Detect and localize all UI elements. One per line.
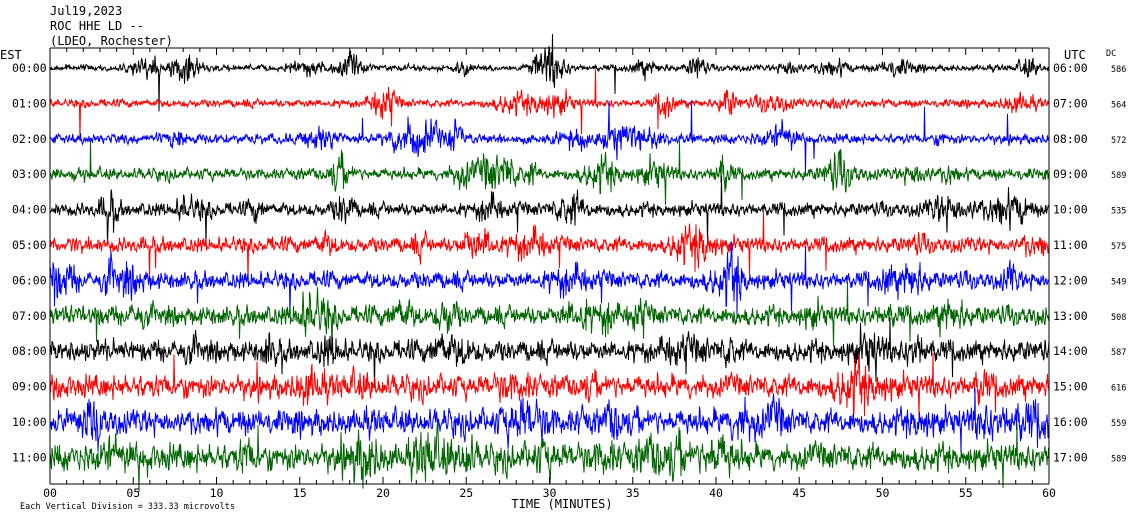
dc-label: 535 xyxy=(1111,207,1126,217)
left-axis-title: EST xyxy=(0,48,22,62)
est-label: 02:00 xyxy=(12,132,47,146)
dc-label: 589 xyxy=(1111,454,1126,464)
est-label: 00:00 xyxy=(12,61,47,75)
est-label: 11:00 xyxy=(12,450,47,464)
dc-label: 564 xyxy=(1111,100,1126,110)
trace-line xyxy=(49,69,1050,141)
dc-label: 549 xyxy=(1111,277,1126,287)
x-tick-label: 35 xyxy=(626,486,640,500)
utc-label: 07:00 xyxy=(1053,96,1088,110)
dc-label: 616 xyxy=(1111,384,1126,394)
seismogram-traces xyxy=(49,34,1050,493)
trace-line xyxy=(49,139,1050,205)
x-tick-label: 10 xyxy=(210,486,224,500)
header-location: (LDEO, Rochester) xyxy=(50,34,173,48)
right-axis-title: UTC xyxy=(1064,48,1086,62)
dc-label: 587 xyxy=(1111,348,1126,358)
trace-line xyxy=(49,317,1050,389)
est-label: 10:00 xyxy=(12,415,47,429)
x-tick-label: 20 xyxy=(376,486,390,500)
dc-label: 575 xyxy=(1111,242,1126,252)
est-label: 06:00 xyxy=(12,273,47,287)
dc-label: 586 xyxy=(1111,65,1126,75)
x-axis-label: TIME (MINUTES) xyxy=(511,497,612,511)
trace-line xyxy=(49,352,1050,418)
header-date: Jul19,2023 xyxy=(50,4,122,18)
x-tick-label: 30 xyxy=(543,486,557,500)
x-tick-label: 45 xyxy=(792,486,806,500)
est-label: 08:00 xyxy=(12,344,47,358)
est-label: 01:00 xyxy=(12,96,47,110)
trace-line xyxy=(49,241,1050,318)
trace-line xyxy=(49,211,1050,283)
trace-line xyxy=(49,100,1050,174)
est-label: 03:00 xyxy=(12,167,47,181)
utc-label: 15:00 xyxy=(1053,380,1088,394)
x-tick-label: 40 xyxy=(709,486,723,500)
dc-offset-labels: 586 564 572 589 535 575 549 508 587 616 559 589 xyxy=(1111,65,1126,464)
est-label: 04:00 xyxy=(12,203,47,217)
utc-label: 09:00 xyxy=(1053,167,1088,181)
x-tick-label: 55 xyxy=(959,486,973,500)
utc-label: 17:00 xyxy=(1053,450,1088,464)
dc-title: DC xyxy=(1106,49,1116,59)
dc-label: 559 xyxy=(1111,419,1126,429)
x-tick-label: 50 xyxy=(876,486,890,500)
scale-footer: Each Vertical Division = 333.33 microvol… xyxy=(20,502,235,512)
utc-label: 11:00 xyxy=(1053,238,1088,252)
trace-line xyxy=(49,34,1050,112)
x-tick-label: 25 xyxy=(459,486,473,500)
utc-hour-labels: 06:00 07:00 08:00 09:00 10:00 11:00 12:00 13:00… xyxy=(1053,61,1088,464)
utc-label: 14:00 xyxy=(1053,344,1088,358)
utc-label: 13:00 xyxy=(1053,309,1088,323)
dc-label: 572 xyxy=(1111,136,1126,146)
utc-label: 12:00 xyxy=(1053,273,1088,287)
trace-line xyxy=(49,281,1050,353)
est-label: 07:00 xyxy=(12,309,47,323)
utc-label: 10:00 xyxy=(1053,203,1088,217)
utc-label: 08:00 xyxy=(1053,132,1088,146)
dc-label: 508 xyxy=(1111,313,1126,323)
utc-label: 16:00 xyxy=(1053,415,1088,429)
utc-label: 06:00 xyxy=(1053,61,1088,75)
est-label: 05:00 xyxy=(12,238,47,252)
trace-line xyxy=(49,388,1050,453)
trace-line xyxy=(49,421,1050,493)
x-axis-ticks: 00 05 10 15 20 25 30 35 40 45 50 55 60 xyxy=(43,48,1056,500)
x-tick-label: 00 xyxy=(43,486,57,500)
x-tick-label: 15 xyxy=(293,486,307,500)
header-station: ROC HHE LD -- xyxy=(50,19,144,33)
est-label: 09:00 xyxy=(12,380,47,394)
x-tick-label: 05 xyxy=(126,486,140,500)
dc-label: 589 xyxy=(1111,171,1126,181)
x-tick-label: 60 xyxy=(1042,486,1056,500)
est-hour-labels: 00:00 01:00 02:00 03:00 04:00 05:00 06:00 07:00… xyxy=(12,61,47,464)
trace-line xyxy=(50,175,1050,247)
